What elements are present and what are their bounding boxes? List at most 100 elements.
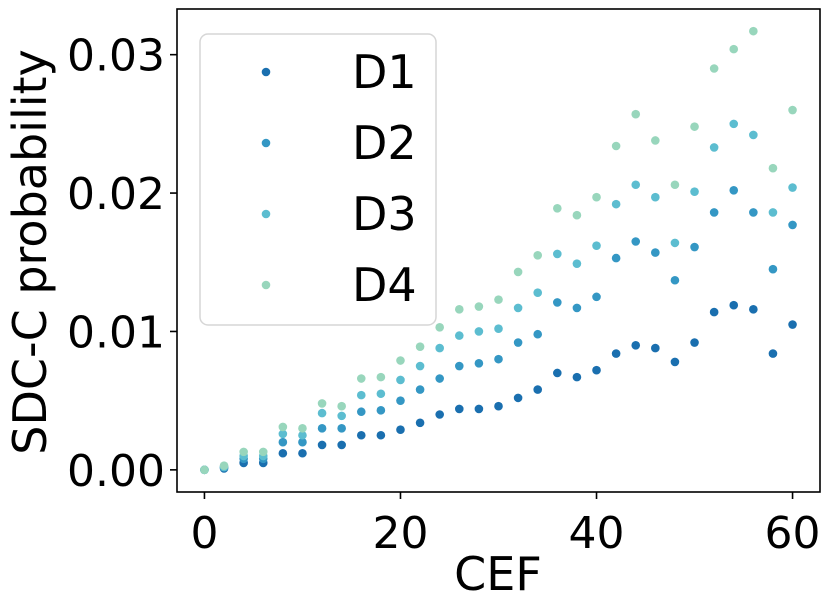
point-d3-22 — [631, 180, 641, 190]
point-d4-29 — [768, 163, 778, 173]
point-d2-15 — [494, 354, 503, 364]
point-d4-17 — [533, 251, 543, 260]
x-tick-label-1: 20 — [372, 508, 428, 559]
legend-label-d4: D4 — [352, 258, 417, 312]
point-d2-13 — [454, 361, 464, 371]
point-d3-11 — [415, 361, 425, 371]
point-d4-16 — [513, 267, 523, 277]
point-d1-29 — [768, 349, 778, 358]
point-d1-7 — [337, 440, 346, 450]
point-d4-22 — [631, 109, 641, 119]
point-d4-26 — [709, 64, 719, 73]
point-d4-19 — [572, 210, 582, 220]
point-d3-14 — [474, 327, 484, 336]
point-d2-26 — [709, 208, 719, 217]
point-d4-11 — [415, 342, 425, 351]
point-d3-28 — [749, 130, 758, 140]
point-d4-3 — [258, 447, 268, 457]
point-d3-6 — [317, 408, 327, 418]
x-tick-label-0: 0 — [190, 508, 218, 559]
point-d4-28 — [749, 26, 758, 36]
point-d2-22 — [631, 237, 641, 246]
point-d2-8 — [356, 407, 366, 417]
point-d1-26 — [709, 307, 719, 317]
point-d3-7 — [337, 411, 346, 421]
point-d1-25 — [690, 338, 699, 347]
point-d4-23 — [651, 136, 660, 145]
point-d4-12 — [435, 323, 444, 332]
point-d2-28 — [749, 208, 758, 217]
point-d2-10 — [396, 396, 405, 405]
point-d1-16 — [513, 393, 523, 403]
point-d4-18 — [553, 203, 562, 213]
point-d3-15 — [494, 324, 503, 333]
y-tick-label-0: 0.00 — [67, 446, 165, 497]
point-d3-26 — [709, 143, 719, 152]
point-d1-27 — [729, 300, 739, 310]
point-d3-25 — [690, 187, 699, 196]
y-tick-label-2: 0.02 — [67, 169, 165, 220]
legend-entries: D1 D2 D3 D4 — [261, 45, 417, 312]
point-d2-25 — [690, 242, 699, 252]
point-d1-4 — [278, 448, 288, 458]
legend: D1 D2 D3 D4 — [199, 33, 437, 326]
y-tick-label-1: 0.01 — [67, 307, 165, 358]
legend-box — [199, 33, 437, 326]
point-d3-8 — [356, 390, 366, 400]
y-axis-label: SDC-C probability — [3, 49, 57, 455]
x-axis-ticks: 0 20 40 60 — [190, 492, 821, 559]
point-d2-23 — [651, 248, 660, 257]
point-d4-10 — [396, 356, 405, 365]
legend-label-d2: D2 — [352, 116, 417, 170]
legend-marker-d4 — [261, 280, 271, 290]
point-d3-18 — [553, 249, 562, 259]
point-d2-12 — [435, 374, 444, 383]
point-d1-6 — [317, 440, 327, 450]
y-axis-ticks: 0.00 0.01 0.02 0.03 — [67, 31, 177, 497]
point-d1-5 — [298, 448, 307, 458]
point-d1-12 — [435, 410, 444, 419]
x-axis-label: CEF — [454, 547, 542, 601]
point-d4-15 — [494, 295, 503, 304]
point-d3-23 — [651, 192, 660, 202]
point-d1-10 — [396, 425, 405, 435]
point-d2-11 — [415, 385, 425, 394]
point-d3-13 — [454, 331, 464, 340]
point-d2-29 — [768, 264, 778, 274]
point-d4-4 — [278, 422, 288, 432]
point-d2-19 — [572, 303, 582, 313]
point-d2-20 — [592, 292, 601, 302]
point-d4-30 — [788, 105, 797, 115]
point-d2-16 — [513, 338, 523, 347]
point-d1-28 — [749, 305, 758, 314]
point-d3-19 — [572, 259, 582, 268]
point-d4-6 — [317, 399, 327, 408]
point-d2-6 — [317, 424, 327, 433]
point-d3-12 — [435, 343, 444, 353]
point-d2-30 — [788, 220, 797, 230]
point-d4-2 — [239, 447, 248, 457]
point-d1-9 — [376, 430, 386, 440]
legend-label-d1: D1 — [352, 45, 417, 99]
legend-marker-d1 — [261, 67, 271, 77]
plot-frame — [176, 8, 821, 493]
point-d4-25 — [690, 122, 699, 131]
point-d3-24 — [670, 238, 680, 248]
point-d2-17 — [533, 329, 543, 339]
point-d1-21 — [611, 349, 621, 358]
point-d4-9 — [376, 372, 386, 382]
point-d1-17 — [533, 385, 543, 394]
point-d4-21 — [611, 141, 621, 151]
point-d3-20 — [592, 241, 601, 250]
point-d4-5 — [298, 424, 307, 433]
point-d4-13 — [454, 305, 464, 314]
point-d4-24 — [670, 180, 680, 190]
point-d1-24 — [670, 357, 680, 367]
point-d1-15 — [494, 401, 503, 411]
point-d2-18 — [553, 298, 562, 307]
point-d4-27 — [729, 44, 739, 54]
point-d1-14 — [474, 404, 484, 414]
x-tick-label-2: 40 — [569, 508, 625, 559]
point-d3-30 — [788, 183, 797, 192]
